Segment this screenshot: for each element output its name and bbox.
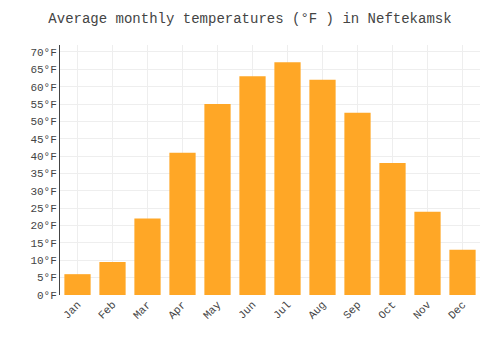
svg-text:Apr: Apr <box>166 299 188 321</box>
svg-text:20°F: 20°F <box>30 220 56 232</box>
svg-text:15°F: 15°F <box>30 238 56 250</box>
svg-text:30°F: 30°F <box>30 186 56 198</box>
svg-text:Feb: Feb <box>96 299 118 321</box>
svg-text:Mar: Mar <box>131 299 153 321</box>
svg-text:55°F: 55°F <box>30 99 56 111</box>
svg-text:50°F: 50°F <box>30 116 56 128</box>
svg-text:Jun: Jun <box>236 299 258 321</box>
svg-text:Aug: Aug <box>306 299 328 321</box>
svg-text:May: May <box>201 299 224 322</box>
svg-text:Oct: Oct <box>376 299 398 321</box>
svg-text:70°F: 70°F <box>30 47 56 59</box>
svg-text:Average monthly temperatures (: Average monthly temperatures (°F ) in Ne… <box>48 11 451 27</box>
svg-text:Jan: Jan <box>61 299 83 321</box>
svg-text:Dec: Dec <box>446 299 468 321</box>
svg-text:Sep: Sep <box>341 299 363 321</box>
svg-text:40°F: 40°F <box>30 151 56 163</box>
svg-text:10°F: 10°F <box>30 255 56 267</box>
svg-text:60°F: 60°F <box>30 82 56 94</box>
svg-text:0°F: 0°F <box>37 290 57 302</box>
svg-text:25°F: 25°F <box>30 203 56 215</box>
svg-text:Nov: Nov <box>411 299 434 322</box>
svg-text:45°F: 45°F <box>30 134 56 146</box>
svg-text:5°F: 5°F <box>37 272 57 284</box>
svg-text:65°F: 65°F <box>30 64 56 76</box>
svg-text:35°F: 35°F <box>30 168 56 180</box>
svg-text:Jul: Jul <box>271 299 293 321</box>
